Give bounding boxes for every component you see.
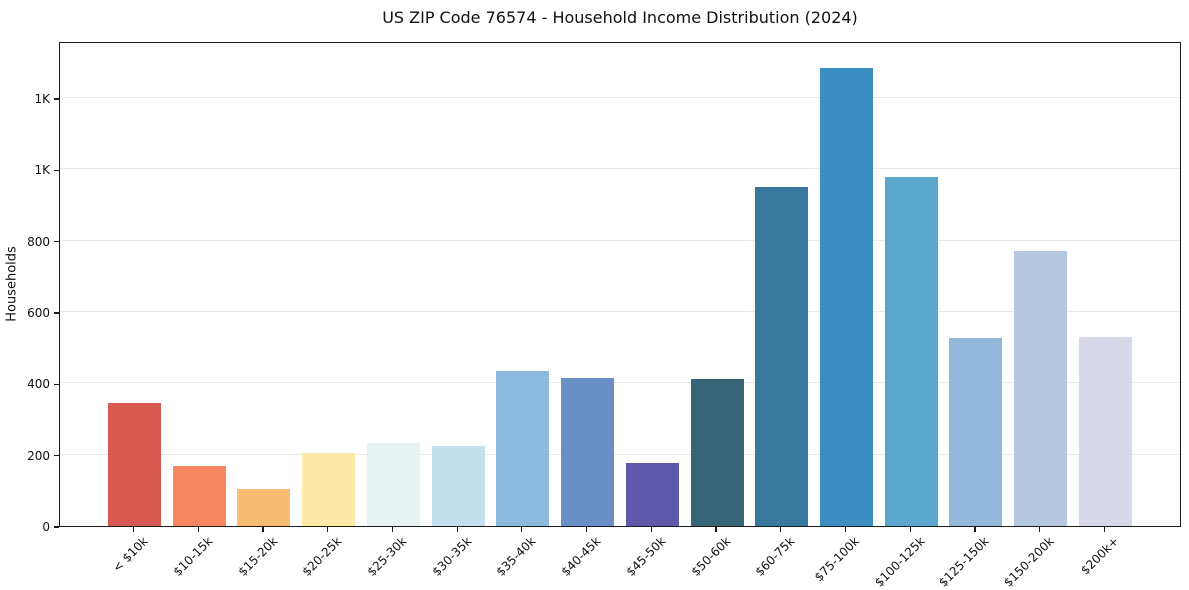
bar-45-50k bbox=[625, 462, 679, 526]
bar-200k bbox=[1078, 337, 1132, 526]
bar-10k bbox=[108, 402, 161, 526]
gridline bbox=[60, 453, 1180, 455]
bar-60-75k bbox=[755, 187, 809, 526]
x-tick-mark bbox=[909, 527, 911, 532]
x-tick-mark bbox=[780, 527, 782, 532]
x-tick-mark bbox=[1103, 527, 1106, 532]
y-tick-mark bbox=[54, 241, 59, 243]
bar-15-20k bbox=[237, 489, 291, 526]
bar-40-45k bbox=[561, 377, 615, 526]
x-tick-mark bbox=[391, 527, 393, 532]
x-tick-mark bbox=[586, 527, 588, 532]
y-tick-mark bbox=[54, 169, 59, 171]
gridline bbox=[60, 311, 1180, 313]
gridline bbox=[60, 97, 1180, 99]
y-tick-label: 400 bbox=[27, 377, 50, 392]
y-tick-label: 800 bbox=[27, 234, 50, 249]
y-tick-label: 0 bbox=[42, 520, 50, 534]
bar-10-15k bbox=[172, 466, 226, 526]
y-tick-label: 1K bbox=[34, 163, 50, 178]
x-tick-mark bbox=[197, 527, 199, 532]
bar-30-35k bbox=[431, 446, 485, 526]
x-tick-mark bbox=[262, 527, 264, 532]
y-tick-mark bbox=[54, 312, 59, 314]
y-tick-mark bbox=[54, 455, 59, 457]
bar-50-60k bbox=[690, 379, 744, 526]
bar-75-100k bbox=[820, 67, 874, 526]
x-tick-mark bbox=[456, 527, 458, 532]
x-tick-mark bbox=[974, 527, 976, 532]
x-tick-mark bbox=[1039, 527, 1041, 532]
y-tick-mark bbox=[54, 383, 59, 385]
bar-125-150k bbox=[949, 338, 1003, 526]
bar-150-200k bbox=[1014, 251, 1068, 526]
bar-20-25k bbox=[302, 452, 356, 526]
y-tick-label: 200 bbox=[27, 448, 50, 463]
x-tick-mark bbox=[132, 527, 135, 532]
gridline bbox=[60, 382, 1180, 384]
x-tick-mark bbox=[650, 527, 652, 532]
gridline bbox=[60, 168, 1180, 170]
plot-area bbox=[59, 42, 1181, 527]
y-tick-label: 1K bbox=[34, 92, 50, 107]
x-tick-mark bbox=[521, 527, 523, 532]
x-tick-mark bbox=[844, 527, 847, 532]
x-tick-mark bbox=[715, 527, 717, 532]
bar-25-30k bbox=[366, 442, 420, 526]
y-tick-label: 600 bbox=[27, 306, 50, 321]
bar-35-40k bbox=[496, 370, 550, 526]
y-tick-mark bbox=[54, 98, 59, 100]
y-tick-mark bbox=[54, 526, 59, 528]
bar-100-125k bbox=[884, 176, 938, 526]
chart-title: US ZIP Code 76574 - Household Income Dis… bbox=[382, 8, 858, 27]
x-tick-mark bbox=[327, 527, 329, 532]
gridline bbox=[60, 239, 1180, 241]
